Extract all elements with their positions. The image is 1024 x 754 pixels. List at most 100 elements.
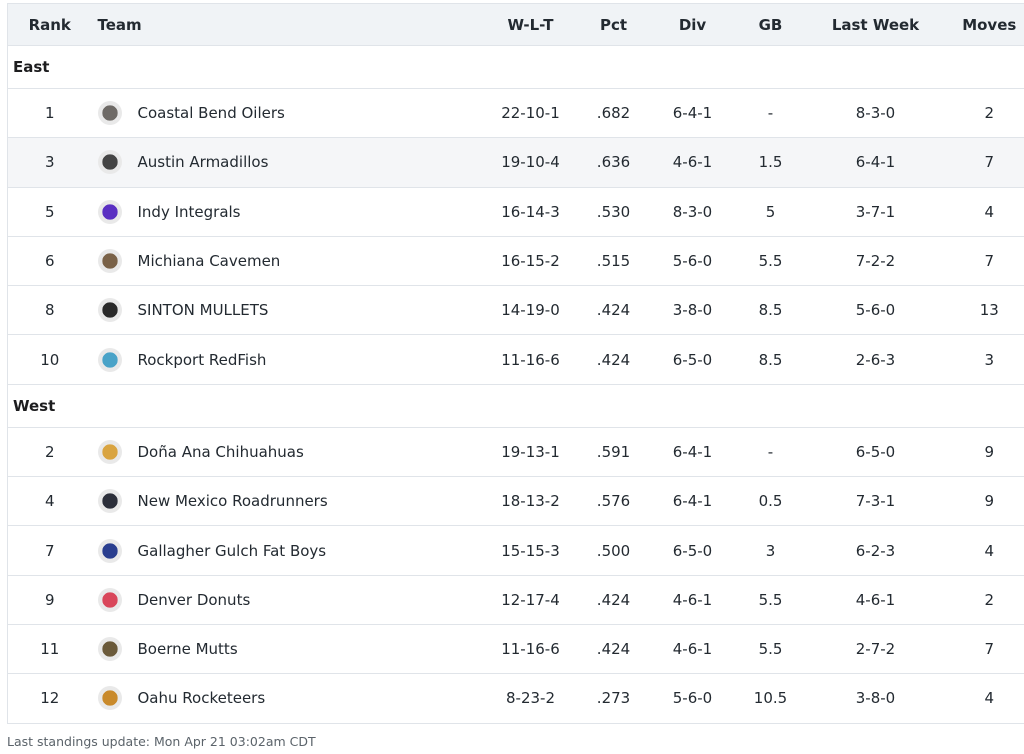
team-name[interactable]: Austin Armadillos: [137, 153, 269, 172]
pct-cell: .500: [573, 525, 654, 576]
col-header-team[interactable]: Team: [91, 3, 488, 46]
table-row[interactable]: 9 Denver Donuts 12-17-4.424 4-6-1 5.5 4-6-1 2: [7, 575, 1024, 625]
moves-cell: 7: [941, 137, 1024, 188]
team-name[interactable]: Doña Ana Chihuahuas: [137, 442, 304, 461]
table-row[interactable]: 8 SINTON MULLETS 14-19-0.424 3-8-0 8.5 5-6-0 1…: [7, 285, 1024, 336]
team-name[interactable]: Denver Donuts: [137, 590, 251, 609]
pct-cell: .591: [573, 427, 654, 478]
wlt-cell: 8-23-2: [487, 673, 574, 724]
team-name[interactable]: Oahu Rocketeers: [137, 689, 266, 708]
team-link[interactable]: Denver Donuts: [97, 587, 488, 612]
team-link[interactable]: Oahu Rocketeers: [97, 686, 488, 711]
moves-cell: 7: [941, 236, 1024, 287]
last-week-cell: 2-6-3: [809, 334, 942, 385]
col-header-moves[interactable]: Moves: [941, 3, 1024, 46]
pct-cell: .682: [573, 88, 654, 139]
div-record-cell: 6-5-0: [653, 334, 732, 385]
donut-logo-icon[interactable]: [97, 587, 122, 612]
team-name[interactable]: Coastal Bend Oilers: [137, 104, 285, 123]
table-row[interactable]: 6 Michiana Cavemen 16-15-2.515 5-6-0 5.5 7-2-…: [7, 236, 1024, 287]
col-header-last-week[interactable]: Last Week: [809, 3, 942, 46]
wlt-cell: 19-10-4: [487, 137, 574, 188]
team-name[interactable]: Boerne Mutts: [137, 640, 238, 659]
team-link[interactable]: Doña Ana Chihuahuas: [97, 439, 488, 464]
last-update-text: Last standings update: Mon Apr 21 03:02a…: [7, 734, 316, 749]
table-row[interactable]: 11 Boerne Mutts 11-16-6.424 4-6-1 5.5 2-7-2 7: [7, 624, 1024, 675]
standings-body: East 1 Coastal Bend Oilers 22-10-1.682 6-4-1…: [7, 45, 1024, 724]
team-link[interactable]: Gallagher Gulch Fat Boys: [97, 538, 488, 563]
pct-cell: .530: [573, 187, 654, 237]
team-link[interactable]: Indy Integrals: [97, 199, 488, 224]
group-header-row: West: [7, 384, 1024, 428]
table-row[interactable]: 10 Rockport RedFish 11-16-6.424 6-5-0 8.5 2-6…: [7, 334, 1024, 385]
armadillo-logo-icon[interactable]: [97, 150, 122, 175]
integral-logo-icon[interactable]: [97, 199, 122, 224]
table-row[interactable]: 1 Coastal Bend Oilers 22-10-1.682 6-4-1-8-3…: [7, 88, 1024, 139]
last-week-cell: 3-7-1: [809, 187, 942, 237]
moves-cell: 2: [941, 88, 1024, 139]
team-cell: Michiana Cavemen: [91, 236, 488, 287]
rocket-logo-icon[interactable]: [97, 686, 122, 711]
div-record-cell: 5-6-0: [653, 673, 732, 724]
team-name[interactable]: Gallagher Gulch Fat Boys: [137, 541, 327, 560]
roadrunner-logo-icon[interactable]: [97, 489, 122, 514]
team-cell: SINTON MULLETS: [91, 285, 488, 336]
team-name[interactable]: Rockport RedFish: [137, 350, 267, 369]
team-link[interactable]: SINTON MULLETS: [97, 298, 488, 323]
redfish-logo-icon[interactable]: [97, 347, 122, 372]
team-cell: Oahu Rocketeers: [91, 673, 488, 724]
wlt-cell: 15-15-3: [487, 525, 574, 576]
team-cell: New Mexico Roadrunners: [91, 476, 488, 527]
header-row: Rank Team W-L-T Pct Div GB Last Week Mov…: [7, 3, 1024, 46]
div-record-cell: 4-6-1: [653, 137, 732, 188]
moves-cell: 7: [941, 624, 1024, 675]
table-row[interactable]: 5 Indy Integrals 16-14-3.530 8-3-0 5 3-7-1 4: [7, 187, 1024, 237]
table-row[interactable]: 3 Austin Armadillos 19-10-4.636 4-6-1 1.5 6-4…: [7, 137, 1024, 188]
team-link[interactable]: New Mexico Roadrunners: [97, 489, 488, 514]
pct-cell: .576: [573, 476, 654, 527]
moves-cell: 9: [941, 476, 1024, 527]
mullet-logo-icon[interactable]: [97, 298, 122, 323]
team-link[interactable]: Coastal Bend Oilers: [97, 101, 488, 126]
table-row[interactable]: 2 Doña Ana Chihuahuas 19-13-1.591 6-4-1-6-5…: [7, 427, 1024, 478]
chihuahua-logo-icon[interactable]: [97, 439, 122, 464]
pct-cell: .424: [573, 334, 654, 385]
team-link[interactable]: Michiana Cavemen: [97, 249, 488, 274]
team-cell: Denver Donuts: [91, 575, 488, 625]
team-name[interactable]: SINTON MULLETS: [137, 301, 269, 320]
team-link[interactable]: Boerne Mutts: [97, 637, 488, 662]
col-header-pct[interactable]: Pct: [573, 3, 654, 46]
mutts-logo-icon[interactable]: [97, 637, 122, 662]
wlt-cell: 18-13-2: [487, 476, 574, 527]
table-row[interactable]: 12 Oahu Rocketeers 8-23-2.273 5-6-0 10.5 3-8-…: [7, 673, 1024, 724]
rank-cell: 8: [7, 285, 92, 336]
team-name[interactable]: Michiana Cavemen: [137, 252, 281, 271]
moves-cell: 4: [941, 187, 1024, 237]
col-header-gb[interactable]: GB: [731, 3, 810, 46]
table-row[interactable]: 4 New Mexico Roadrunners 18-13-2.576 6-4-1 0…: [7, 476, 1024, 527]
games-back-cell: 3: [731, 525, 810, 576]
col-header-div[interactable]: Div: [653, 3, 732, 46]
rank-cell: 9: [7, 575, 92, 625]
col-header-rank[interactable]: Rank: [7, 3, 92, 46]
moves-cell: 3: [941, 334, 1024, 385]
team-name[interactable]: Indy Integrals: [137, 202, 241, 221]
pct-cell: .424: [573, 624, 654, 675]
wlt-cell: 11-16-6: [487, 334, 574, 385]
games-back-cell: -: [731, 88, 810, 139]
team-link[interactable]: Rockport RedFish: [97, 347, 488, 372]
fat-boy-logo-icon[interactable]: [97, 538, 122, 563]
div-record-cell: 6-4-1: [653, 88, 732, 139]
rank-cell: 11: [7, 624, 92, 675]
caveman-logo-icon[interactable]: [97, 249, 122, 274]
table-row[interactable]: 7 Gallagher Gulch Fat Boys 15-15-3.500 6-5-…: [7, 525, 1024, 576]
team-link[interactable]: Austin Armadillos: [97, 150, 488, 175]
div-record-cell: 6-4-1: [653, 476, 732, 527]
div-record-cell: 4-6-1: [653, 624, 732, 675]
team-name[interactable]: New Mexico Roadrunners: [137, 492, 328, 511]
team-cell: Rockport RedFish: [91, 334, 488, 385]
oil-derrick-logo-icon[interactable]: [97, 101, 122, 126]
div-record-cell: 6-5-0: [653, 525, 732, 576]
last-week-cell: 8-3-0: [809, 88, 942, 139]
col-header-wlt[interactable]: W-L-T: [487, 3, 574, 46]
